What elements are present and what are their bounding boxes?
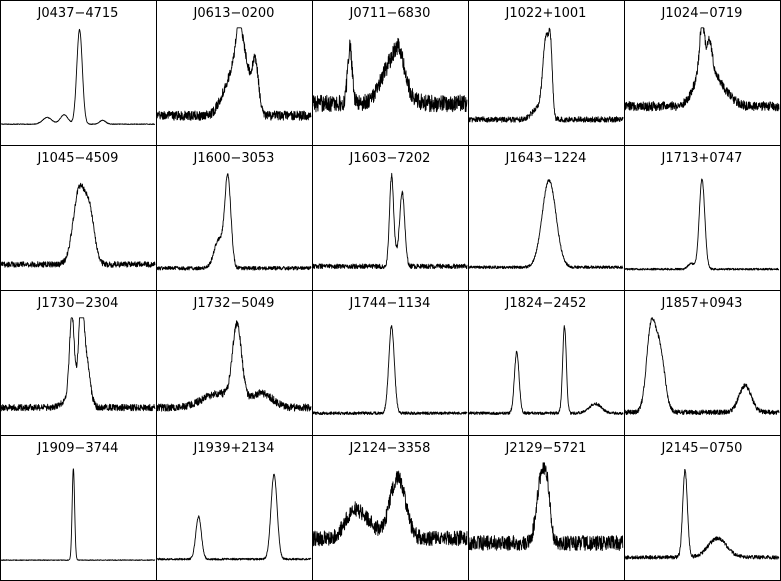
profile-panel: J1603−7202 bbox=[312, 151, 468, 270]
panel-title: J2129−5721 bbox=[505, 441, 587, 456]
profile-line bbox=[468, 179, 624, 270]
panel-title: J1744−1134 bbox=[349, 296, 431, 311]
panel-title: J2124−3358 bbox=[349, 441, 431, 456]
profile-panel: J1744−1134 bbox=[312, 296, 468, 416]
profile-line bbox=[156, 27, 312, 121]
profile-panel: J1600−3053 bbox=[156, 151, 312, 271]
profile-panel: J0613−0200 bbox=[156, 6, 312, 121]
profile-line bbox=[0, 182, 156, 268]
panel-title: J1643−1224 bbox=[505, 151, 587, 166]
profile-panel: J1045−4509 bbox=[0, 151, 156, 268]
profile-panel: J2129−5721 bbox=[468, 441, 624, 552]
profile-panel: J1939+2134 bbox=[156, 441, 312, 561]
profile-line bbox=[468, 462, 624, 552]
profile-line bbox=[156, 320, 312, 412]
profile-panel: J1732−5049 bbox=[156, 296, 312, 412]
panels: J0437−4715 J0613−0200 J0711−6830 J1022+1001… bbox=[0, 6, 780, 561]
profile-panel: J1643−1224 bbox=[468, 151, 624, 270]
profile-line bbox=[312, 325, 468, 416]
profile-line bbox=[468, 325, 624, 416]
profile-panel: J1730−2304 bbox=[0, 296, 156, 412]
profile-panel: J1857+0943 bbox=[624, 296, 780, 416]
profile-line bbox=[0, 317, 156, 412]
panel-title: J0613−0200 bbox=[193, 6, 275, 21]
panel-title: J1024−0719 bbox=[661, 6, 743, 21]
panel-title: J1857+0943 bbox=[661, 296, 743, 311]
profile-line bbox=[624, 27, 780, 112]
profile-line bbox=[0, 28, 156, 125]
profile-panel: J1824−2452 bbox=[468, 296, 624, 416]
profile-line bbox=[312, 37, 468, 113]
profile-panel: J1022+1001 bbox=[468, 6, 624, 123]
profile-line bbox=[624, 178, 780, 271]
profile-line bbox=[312, 172, 468, 270]
panel-title: J0437−4715 bbox=[37, 6, 119, 21]
profile-line bbox=[156, 473, 312, 561]
panel-title: J1732−5049 bbox=[193, 296, 275, 311]
panel-title: J1713+0747 bbox=[661, 151, 743, 166]
profile-panel: J1909−3744 bbox=[0, 441, 156, 561]
profile-line bbox=[468, 27, 624, 123]
panel-title: J1022+1001 bbox=[505, 6, 587, 21]
panel-title: J1600−3053 bbox=[193, 151, 275, 166]
profile-panel: J2124−3358 bbox=[312, 441, 468, 547]
panel-title: J1603−7202 bbox=[349, 151, 431, 166]
panel-title: J1909−3744 bbox=[37, 441, 119, 456]
profile-panel: J2145−0750 bbox=[624, 441, 780, 560]
profile-line bbox=[312, 470, 468, 547]
profile-panel: J0711−6830 bbox=[312, 6, 468, 113]
profile-panel: J0437−4715 bbox=[0, 6, 156, 125]
profile-panel: J1024−0719 bbox=[624, 6, 780, 112]
panel-title: J2145−0750 bbox=[661, 441, 743, 456]
panel-title: J1939+2134 bbox=[193, 441, 275, 456]
profile-line bbox=[0, 468, 156, 561]
profile-panel: J1713+0747 bbox=[624, 151, 780, 271]
panel-title: J1824−2452 bbox=[505, 296, 587, 311]
panel-title: J0711−6830 bbox=[349, 6, 431, 21]
panel-title: J1730−2304 bbox=[37, 296, 119, 311]
profile-line bbox=[624, 317, 780, 416]
panel-title: J1045−4509 bbox=[37, 151, 119, 166]
profile-line bbox=[156, 173, 312, 271]
profile-line bbox=[624, 468, 780, 560]
